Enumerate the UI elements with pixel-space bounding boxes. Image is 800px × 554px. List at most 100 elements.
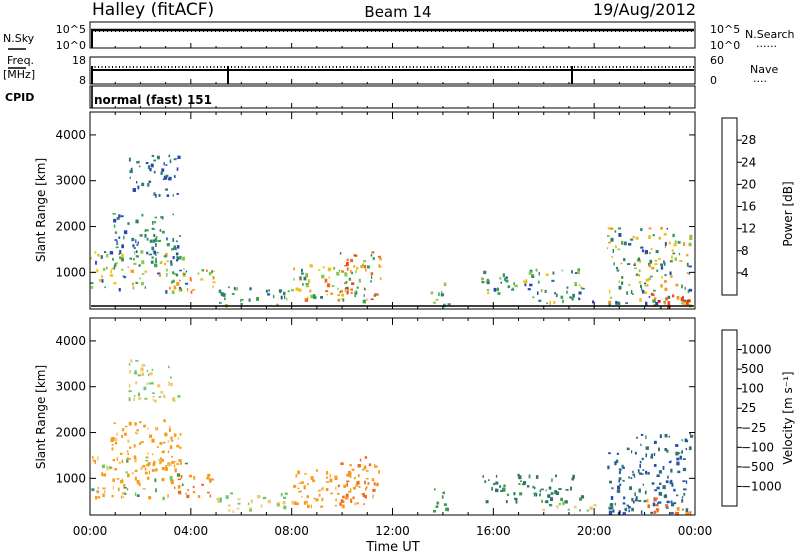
velocity-echo-cell <box>632 500 635 504</box>
power-echo-cell <box>148 253 153 256</box>
date-label: 19/Aug/2012 <box>593 0 696 19</box>
power-echo-cell <box>160 171 163 175</box>
velocity-echo-cell <box>95 496 98 500</box>
power-echo-cell <box>146 237 149 241</box>
velocity-echo-cell <box>106 467 109 471</box>
velocity-echo-cell <box>608 510 613 515</box>
power-echo-cell <box>684 286 686 290</box>
velocity-echo-cell <box>313 497 316 500</box>
power-echo-cell <box>265 289 269 293</box>
power-echo-cell <box>145 229 149 232</box>
velocity-echo-cell <box>155 468 158 472</box>
velocity-echo-cell <box>143 425 145 428</box>
power-echo-cell <box>129 176 131 179</box>
power-echo-cell <box>638 274 641 277</box>
velocity-echo-cell <box>678 452 681 454</box>
velocity-echo-cell <box>152 463 156 467</box>
velocity-echo-cell <box>555 474 557 478</box>
power-echo-cell <box>667 295 671 299</box>
power-echo-cell <box>151 154 155 157</box>
power-echo-cell <box>628 243 632 246</box>
velocity-echo-cell <box>301 496 303 498</box>
velocity-echo-cell <box>376 482 379 485</box>
velocity-echo-cell <box>638 499 642 502</box>
power-echo-cell <box>182 272 185 274</box>
power-echo-cell <box>538 299 542 302</box>
power-echo-cell <box>688 288 693 292</box>
velocity-echo-cell <box>154 478 157 483</box>
power-echo-cell <box>610 227 614 230</box>
power-echo-cell <box>574 272 578 274</box>
power-echo-cell <box>654 263 658 265</box>
velocity-echo-cell <box>635 496 638 499</box>
velocity-echo-cell <box>608 506 612 510</box>
power-echo-cell <box>648 295 651 298</box>
power-echo-cell <box>672 233 675 238</box>
power-echo-cell <box>220 290 222 295</box>
velocity-echo-cell <box>607 465 610 470</box>
velocity-echo-cell <box>609 480 612 484</box>
velocity-echo-cell <box>146 369 148 372</box>
velocity-echo-cell <box>148 382 151 385</box>
nsearch-legend-marker: ······ <box>756 40 777 53</box>
power-echo-cell <box>648 277 651 281</box>
power-echo-cell <box>190 290 193 294</box>
power-echo-cell <box>608 289 611 294</box>
power-echo-cell <box>101 279 104 283</box>
power-echo-cell <box>635 273 639 276</box>
velocity-echo-cell <box>631 497 634 502</box>
velocity-colorbar-tick-label: −1000 <box>741 479 782 493</box>
velocity-echo-cell <box>628 509 630 513</box>
power-echo-cell <box>653 289 656 292</box>
velocity-echo-cell <box>232 510 235 513</box>
velocity-echo-cell <box>300 490 302 493</box>
velocity-echo-cell <box>161 450 165 454</box>
power-echo-cell <box>505 280 508 283</box>
power-echo-cell <box>220 292 224 297</box>
power-echo-cell <box>182 256 185 261</box>
power-echo-cell <box>136 161 139 164</box>
velocity-echo-cell <box>111 444 114 446</box>
velocity-echo-cell <box>574 505 577 509</box>
velocity-echo-cell <box>276 502 280 507</box>
power-echo-cell <box>166 243 170 247</box>
velocity-echo-cell <box>142 487 146 490</box>
power-echo-cell <box>141 213 144 217</box>
velocity-echo-cell <box>174 486 176 489</box>
velocity-echo-cell <box>127 473 130 478</box>
power-echo-cell <box>320 296 323 299</box>
power-echo-cell <box>213 270 215 272</box>
power-panel: 1000 2000 3000 4000 Slant Range [km] <box>34 111 696 310</box>
velocity-echo-cell <box>134 492 137 497</box>
velocity-echo-cell <box>146 382 148 385</box>
power-echo-cell <box>527 288 531 291</box>
power-echo-cell <box>164 262 166 265</box>
power-echo-cell <box>146 251 149 255</box>
power-echo-cell <box>179 235 181 237</box>
power-echo-cell <box>197 272 200 275</box>
velocity-echo-cell <box>102 493 105 498</box>
power-echo-cell <box>136 181 138 184</box>
velocity-echo-cell <box>180 461 182 466</box>
power-echo-cell <box>502 273 505 278</box>
velocity-echo-cell <box>152 395 155 398</box>
power-echo-cell <box>185 270 188 273</box>
velocity-echo-cell <box>663 494 667 499</box>
power-echo-cell <box>524 283 527 287</box>
velocity-echo-cell <box>165 465 167 468</box>
power-echo-cell <box>165 174 169 178</box>
power-echo-cell <box>155 238 158 242</box>
power-echo-cell <box>660 226 663 230</box>
velocity-colorbar-tick-label: 100 <box>741 382 764 396</box>
power-echo-cell <box>105 266 108 270</box>
power-echo-cell <box>322 266 325 269</box>
power-echo-cell <box>374 293 377 296</box>
velocity-echo-cell <box>101 464 105 469</box>
power-echo-cell <box>364 265 367 269</box>
power-echo-cell <box>483 270 487 275</box>
power-colorbar-tick-label: 8 <box>741 244 749 258</box>
velocity-echo-cell <box>168 428 171 432</box>
velocity-echo-cell <box>165 467 168 471</box>
velocity-echo-cell <box>94 459 96 463</box>
velocity-echo-cell <box>163 396 166 398</box>
